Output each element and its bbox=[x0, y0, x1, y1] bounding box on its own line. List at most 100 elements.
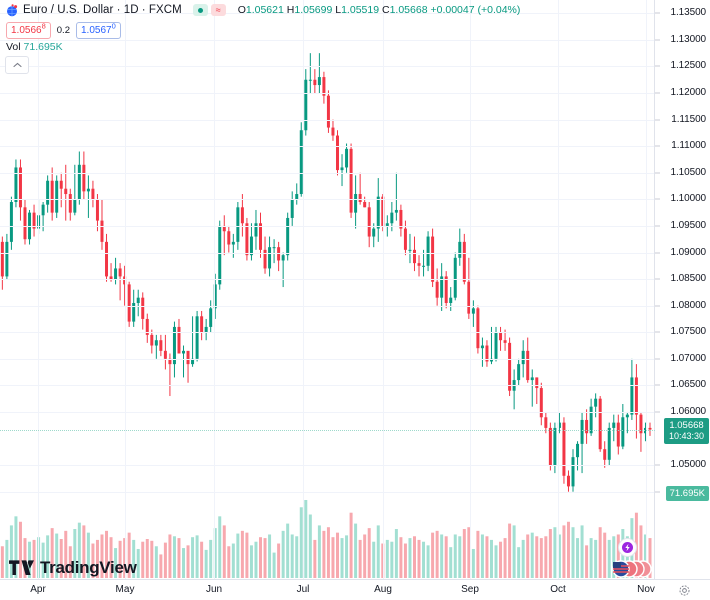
series-visibility-dot-icon[interactable] bbox=[192, 4, 208, 16]
price-tick-label: 1.05000 bbox=[670, 459, 707, 471]
price-tick-label: 1.08000 bbox=[670, 299, 707, 311]
ohlc-open-value: 1.05621 bbox=[245, 4, 284, 16]
grid-line bbox=[0, 119, 655, 121]
time-tick-label: Aug bbox=[374, 584, 392, 595]
gear-icon[interactable] bbox=[675, 581, 693, 599]
legend-primary-row: Euro / U.S. Dollar · 1D · FXCM ≈ O1.0562… bbox=[6, 2, 520, 18]
price-tick-dash bbox=[655, 331, 660, 333]
ohlc-change-percent: (+0.04%) bbox=[477, 4, 521, 16]
collapse-pane-button[interactable] bbox=[5, 56, 29, 74]
ohlc-open-label: O bbox=[237, 4, 246, 16]
price-tick-label: 1.11500 bbox=[671, 113, 706, 125]
ohlc-high-label: H bbox=[286, 4, 295, 16]
price-tick-dash bbox=[655, 172, 660, 174]
price-tick-dash bbox=[655, 225, 660, 227]
price-tick-dash bbox=[655, 92, 660, 94]
price-tick-dash bbox=[655, 278, 660, 280]
grid-line bbox=[0, 146, 655, 148]
time-tick-label: Nov bbox=[637, 584, 655, 595]
series-compare-icon[interactable]: ≈ bbox=[210, 4, 226, 16]
ask-price-badge[interactable]: 1.05670 bbox=[75, 22, 121, 39]
price-axis[interactable]: 1.13500 1.13000 1.12500 1.12000 1.11500 1.110… bbox=[654, 0, 710, 580]
price-tick-dash bbox=[655, 411, 660, 413]
ohlc-change: +0.00047 bbox=[430, 4, 475, 16]
current-price-line bbox=[0, 429, 655, 431]
legend-quote-row: 1.05668 0.2 1.05670 bbox=[6, 21, 520, 40]
ohlc-high-value: 1.05699 bbox=[294, 4, 333, 16]
grid-line bbox=[0, 39, 655, 41]
time-tick-label: Sep bbox=[461, 584, 479, 595]
ohlc-low-label: L bbox=[335, 4, 342, 16]
globe-icon bbox=[6, 3, 19, 17]
chevron-up-icon bbox=[12, 62, 22, 68]
ohlc-close-label: C bbox=[381, 4, 390, 16]
price-tick-label: 1.10000 bbox=[670, 193, 707, 205]
grid-line bbox=[0, 491, 655, 493]
ohlc-values: O1.05621 H1.05699 L1.05519 C1.05668 +0.0… bbox=[238, 4, 521, 16]
currency-flags-icon bbox=[607, 560, 653, 578]
price-tick-label: 1.12500 bbox=[670, 60, 707, 72]
series-toggle-group[interactable]: ≈ bbox=[192, 4, 226, 16]
price-tick-dash bbox=[655, 65, 660, 67]
price-tick-label: 1.13000 bbox=[670, 33, 707, 45]
grid-line bbox=[383, 0, 384, 580]
price-tick-label: 1.10500 bbox=[670, 166, 707, 178]
price-tick-dash bbox=[655, 145, 660, 147]
price-tick-label: 1.07000 bbox=[670, 352, 707, 364]
volume-legend: Vol 71.695K bbox=[6, 41, 63, 53]
price-tick-dash bbox=[655, 464, 660, 466]
grid-line bbox=[0, 225, 655, 227]
price-tick-dash bbox=[655, 252, 660, 253]
grid-line bbox=[558, 0, 559, 580]
price-tick-label: 1.09000 bbox=[670, 246, 707, 258]
time-tick-label: Jul bbox=[296, 584, 310, 595]
grid-line bbox=[0, 385, 655, 387]
time-tick-label: Apr bbox=[30, 584, 46, 595]
grid-line bbox=[0, 66, 655, 68]
grid-line bbox=[0, 13, 655, 15]
time-tick-label: May bbox=[115, 584, 135, 595]
price-tick-dash bbox=[655, 198, 660, 200]
grid-line bbox=[303, 0, 304, 580]
lightning-bolt-button[interactable] bbox=[618, 538, 637, 557]
current-price-value: 1.05668 bbox=[669, 419, 704, 431]
grid-line bbox=[214, 0, 215, 580]
grid-line bbox=[0, 172, 655, 174]
grid-line bbox=[646, 0, 647, 580]
price-tick-label: 1.08500 bbox=[670, 273, 707, 285]
grid-line bbox=[470, 0, 471, 580]
price-tick-dash bbox=[655, 358, 660, 360]
volume-badge[interactable]: 71.695K bbox=[665, 486, 709, 501]
lightning-bolt-icon bbox=[622, 542, 633, 553]
price-tick-dash bbox=[655, 12, 660, 14]
spread-value: 0.2 bbox=[56, 25, 70, 36]
currency-flags-button[interactable] bbox=[607, 560, 653, 578]
grid-line bbox=[0, 93, 655, 95]
price-tick-dash bbox=[655, 491, 660, 493]
chart-plot-area[interactable] bbox=[0, 0, 655, 580]
time-tick-label: Jun bbox=[205, 584, 223, 595]
chart-legend: Euro / U.S. Dollar · 1D · FXCM ≈ O1.0562… bbox=[6, 2, 520, 40]
price-tick-label: 1.13500 bbox=[670, 7, 707, 19]
price-tick-label: 1.07500 bbox=[670, 326, 707, 338]
grid-line bbox=[0, 199, 655, 201]
price-tick-dash bbox=[655, 384, 660, 386]
bid-price-badge[interactable]: 1.05668 bbox=[6, 22, 51, 39]
grid-line bbox=[0, 411, 655, 413]
volume-legend-value: 71.695K bbox=[23, 41, 63, 53]
grid-line bbox=[0, 358, 655, 360]
time-axis[interactable]: Apr May Jun Jul Aug Sep Oct Nov bbox=[0, 579, 710, 600]
grid-line bbox=[0, 332, 655, 334]
price-tick-dash bbox=[655, 39, 660, 41]
price-tick-dash bbox=[655, 119, 660, 121]
symbol-title[interactable]: Euro / U.S. Dollar · 1D · FXCM bbox=[23, 4, 182, 16]
grid-line bbox=[0, 279, 655, 281]
grid-line bbox=[0, 252, 655, 254]
price-tick-label: 1.06500 bbox=[670, 379, 707, 391]
current-price-time: 10:43:30 bbox=[668, 430, 705, 441]
grid-line bbox=[38, 0, 39, 580]
price-tick-label: 1.09500 bbox=[670, 219, 707, 231]
volume-legend-label: Vol bbox=[6, 41, 21, 53]
current-price-badge[interactable]: 1.05668 10:43:30 bbox=[664, 417, 709, 444]
